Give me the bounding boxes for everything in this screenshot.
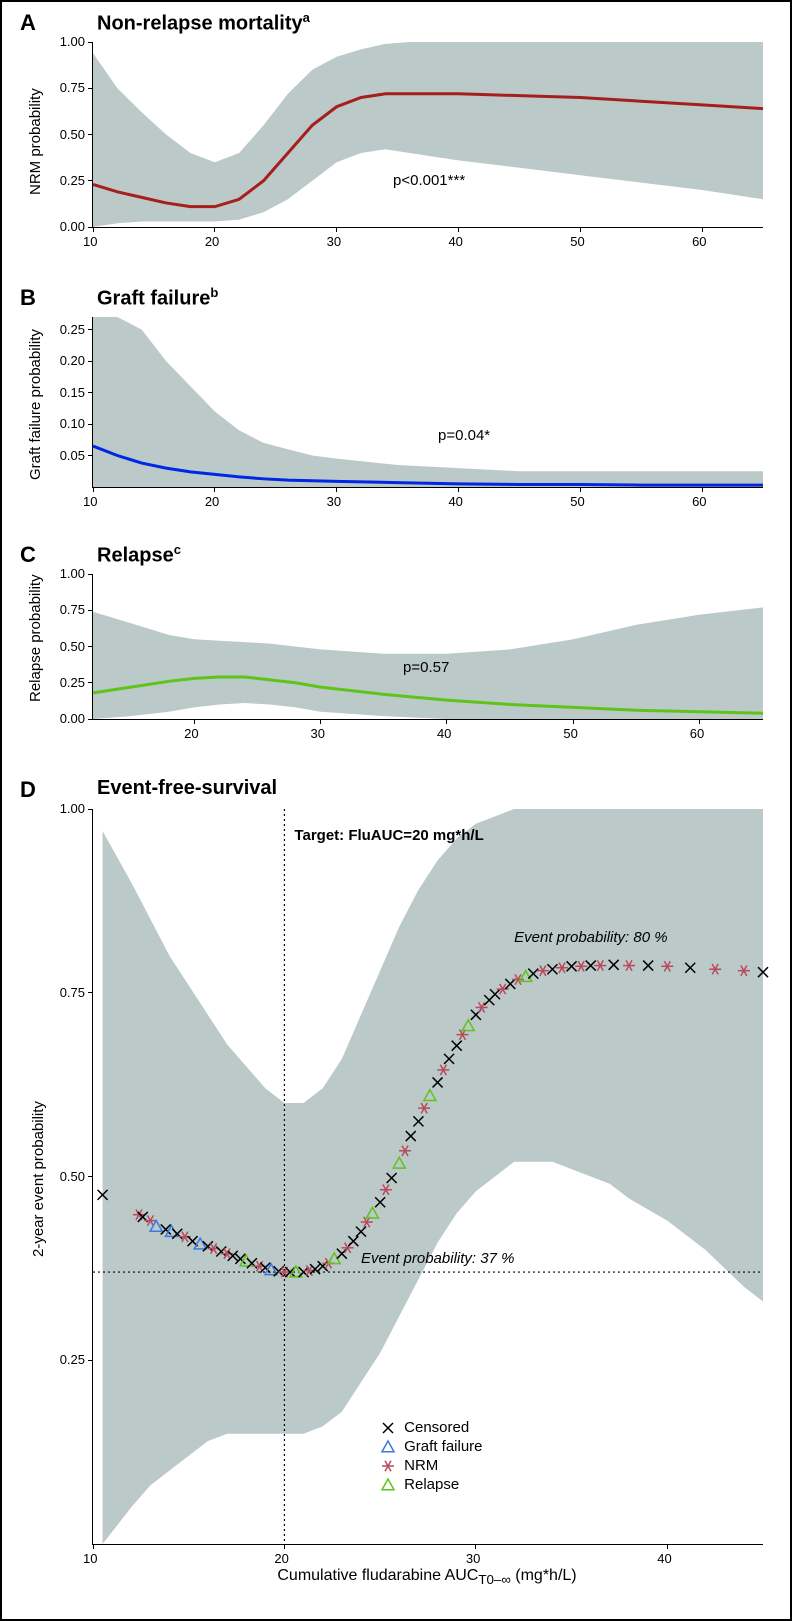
panel-b-label: B [20, 285, 36, 311]
panel-a-title: Non-relapse mortalitya [97, 10, 310, 36]
panel-c: C Relapsec Relapse probability 0.000.250… [2, 542, 790, 747]
panel-a-plot: 0.000.250.500.751.00102030405060p<0.001*… [92, 42, 763, 228]
legend: Censored Graft failure NRM Relapse [380, 1419, 482, 1495]
panel-b-title: Graft failureb [97, 285, 218, 311]
legend-item: Censored [380, 1419, 482, 1436]
annotation-low: Event probability: 37 % [361, 1250, 514, 1267]
legend-label: Graft failure [404, 1438, 482, 1455]
legend-item: NRM [380, 1457, 482, 1474]
target-label: Target: FluAUC=20 mg*h/L [294, 827, 483, 844]
x-axis-label: Cumulative fludarabine AUCT0–∞ (mg*h/L) [92, 1567, 762, 1587]
panel-d-label: D [20, 777, 36, 803]
annotation-high: Event probability: 80 % [514, 929, 667, 946]
figure-container: A Non-relapse mortalitya NRM probability… [0, 0, 792, 1621]
panel-b: B Graft failureb Graft failure probabili… [2, 285, 790, 515]
legend-item: Relapse [380, 1476, 482, 1493]
panel-d-title: Event-free-survival [97, 777, 277, 800]
panel-c-ylabel: Relapse probability [27, 574, 44, 702]
legend-item: Graft failure [380, 1438, 482, 1455]
panel-d-plot: 0.250.500.751.0010203040Target: FluAUC=2… [92, 809, 763, 1545]
panel-c-label: C [20, 542, 36, 568]
legend-label: Relapse [404, 1476, 459, 1493]
panel-b-plot: 0.050.100.150.200.25102030405060p=0.04* [92, 317, 763, 488]
panel-b-ylabel: Graft failure probability [27, 329, 44, 480]
panel-d: D Event-free-survival 2-year event proba… [2, 777, 790, 1587]
panel-c-plot: 0.000.250.500.751.002030405060p=0.57 [92, 574, 763, 720]
panel-a: A Non-relapse mortalitya NRM probability… [2, 10, 790, 255]
legend-label: NRM [404, 1457, 438, 1474]
legend-label: Censored [404, 1419, 469, 1436]
panel-a-ylabel: NRM probability [27, 88, 44, 195]
panel-c-title: Relapsec [97, 542, 181, 568]
panel-a-label: A [20, 10, 36, 36]
